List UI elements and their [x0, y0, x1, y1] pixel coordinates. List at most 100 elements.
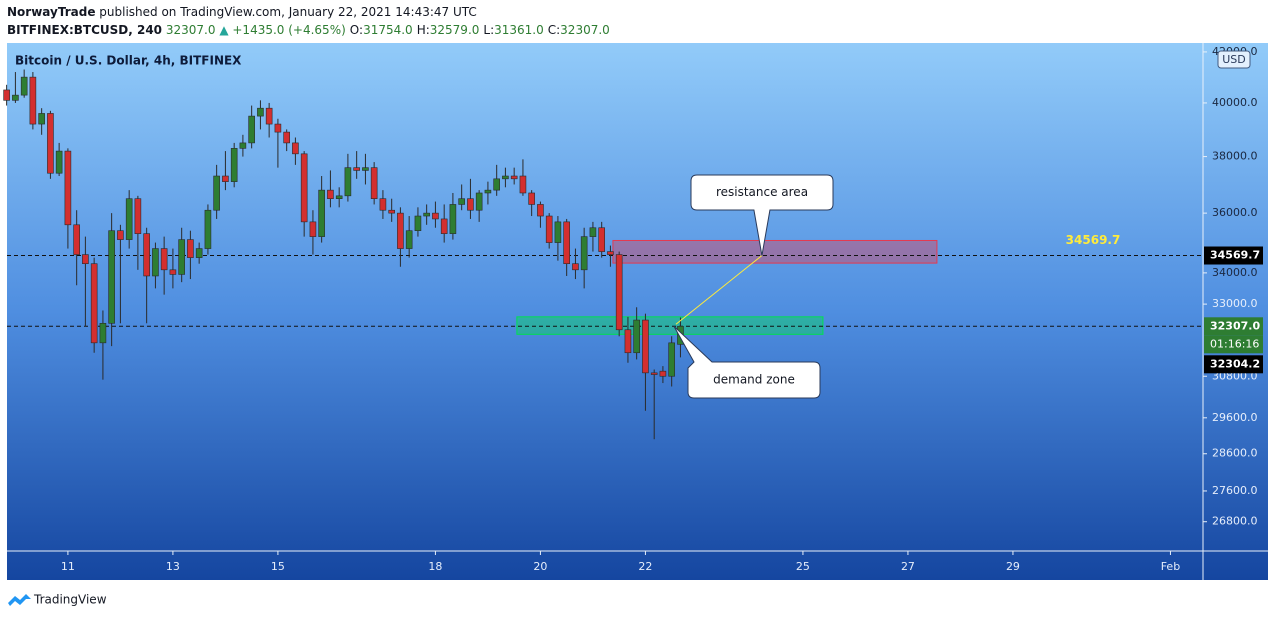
candle-body: [169, 269, 177, 275]
callout-box: [673, 325, 821, 399]
candle-body: [440, 218, 448, 234]
candle-body: [335, 195, 343, 199]
y-tick-label: 38000.0: [1212, 150, 1258, 163]
logo-icon: [8, 594, 31, 606]
candle-body: [55, 150, 63, 174]
x-tick-label: 27: [901, 560, 915, 573]
candle-body: [222, 175, 229, 182]
candle-body: [108, 230, 115, 324]
ohlc-label: C:: [548, 23, 560, 37]
candle-body: [423, 212, 430, 217]
callout-text: demand zone: [713, 373, 795, 387]
candle-body: [38, 113, 45, 125]
candle-body: [484, 189, 492, 194]
candle-body: [29, 76, 37, 125]
candle-body: [475, 192, 483, 211]
ohlc-value: 31754.0: [363, 23, 413, 37]
candle-body: [73, 224, 80, 255]
y-tick-label: 36000.0: [1212, 206, 1258, 219]
candle-body: [405, 230, 413, 249]
x-tick-label: 22: [638, 560, 652, 573]
countdown: 01:16:16: [1210, 337, 1259, 350]
candle-body: [633, 319, 640, 354]
countdown-bg: [1204, 335, 1263, 354]
chart-title: Bitcoin / U.S. Dollar, 4h, BITFINEX: [15, 54, 242, 68]
candle-body: [370, 167, 378, 199]
trend-line: [675, 255, 763, 325]
candle-body: [318, 189, 325, 237]
ohlc-label: O:: [350, 23, 363, 37]
candle-body: [642, 319, 649, 374]
change: +1435.0 (+4.65%): [232, 23, 345, 37]
candle-body: [449, 204, 457, 234]
symbol-line: BITFINEX:BTCUSD, 240 32307.0 ▲ +1435.0 (…: [7, 23, 610, 37]
x-tick-label: Feb: [1161, 560, 1180, 573]
candle-body: [152, 248, 159, 277]
candle-body: [659, 370, 667, 377]
candle-body: [178, 239, 185, 275]
ohlc-label: L:: [483, 23, 494, 37]
candle-body: [239, 142, 247, 149]
ohlc-value: 32579.0: [430, 23, 480, 37]
published: published on TradingView.com, January 22…: [99, 5, 476, 19]
price-label: 34569.7: [1210, 249, 1260, 262]
candle-body: [537, 204, 544, 217]
x-tick-label: 13: [166, 560, 180, 573]
candle-body: [554, 221, 562, 243]
candle-body: [624, 329, 632, 354]
zone: [516, 316, 824, 335]
ohlc-value: 32307.0: [560, 23, 610, 37]
candle-body: [12, 94, 19, 101]
candle-body: [82, 254, 89, 265]
price-label-bg: [1204, 246, 1263, 265]
candle-body: [204, 209, 212, 249]
candle-body: [467, 198, 474, 211]
candle-body: [125, 198, 133, 240]
candle-body: [379, 198, 387, 211]
candle-body: [117, 230, 124, 240]
candle-body: [414, 215, 422, 231]
candle-body: [265, 107, 273, 125]
candle-body: [292, 142, 299, 155]
price-label-bg: [1204, 317, 1263, 336]
candle-body: [195, 248, 203, 258]
candle-body: [545, 215, 553, 243]
candle-body: [327, 189, 334, 199]
footer-brand: TradingView: [33, 593, 107, 607]
callout-box: [690, 174, 834, 256]
candle-body: [64, 150, 72, 226]
candle-body: [3, 89, 10, 101]
candle-body: [563, 221, 570, 265]
candle-body: [248, 115, 255, 144]
candle-body: [213, 175, 220, 211]
candle-body: [388, 209, 395, 214]
candle-body: [257, 107, 264, 117]
candle-body: [502, 175, 509, 180]
currency[interactable]: USD: [1222, 53, 1246, 66]
x-tick-label: 29: [1006, 560, 1020, 573]
currency-button[interactable]: [1217, 50, 1251, 69]
candle-body: [309, 221, 317, 237]
candle-body: [90, 263, 98, 344]
author: NorwayTrade: [7, 5, 95, 19]
x-tick-label: 11: [61, 560, 75, 573]
candle-body: [397, 212, 404, 249]
candle-body: [20, 76, 28, 96]
x-tick-label: 25: [796, 560, 810, 573]
candle-body: [300, 153, 308, 223]
y-tick-label: 27600.0: [1212, 484, 1258, 497]
candle-body: [528, 192, 535, 205]
candle-body: [353, 167, 360, 171]
candle-body: [160, 248, 168, 271]
candle-body: [344, 167, 352, 197]
candle-body: [283, 131, 290, 144]
y-tick-label: 28600.0: [1212, 447, 1258, 460]
candle-body: [362, 167, 369, 171]
y-tick-label: 26800.0: [1212, 515, 1258, 528]
chart-background: [7, 43, 1268, 580]
symbol: BITFINEX:BTCUSD, 240: [7, 23, 162, 37]
candle-body: [615, 254, 623, 331]
candle-body: [493, 178, 500, 191]
candle-body: [187, 239, 194, 258]
